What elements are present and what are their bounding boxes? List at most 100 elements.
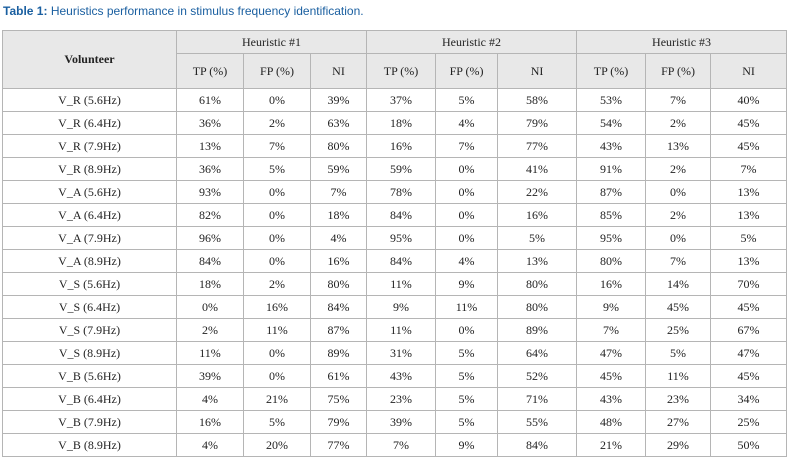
cell: 11% [435,295,499,319]
volunteer-cell: V_R (7.9Hz) [2,134,177,158]
cell: 0% [435,180,499,204]
cell: 13% [645,134,712,158]
cell: 48% [576,410,647,434]
table-body: V_R (5.6Hz) 61% 0% 39% 37% 5% 58% 53% 7% 40% V_R (… [2,88,788,457]
volunteer-cell: V_A (7.9Hz) [2,226,177,250]
cell: 45% [710,134,788,158]
cell: 0% [243,341,311,365]
table-row: V_S (7.9Hz) 2% 11% 87% 11% 0% 89% 7% 25% 67% [2,318,788,342]
cell: 58% [497,88,578,112]
cell: 0% [243,364,311,388]
cell: 7% [576,318,647,342]
cell: 20% [243,433,311,457]
cell: 45% [576,364,647,388]
cell: 89% [497,318,578,342]
volunteer-cell: V_B (8.9Hz) [2,433,177,457]
cell: 52% [497,364,578,388]
cell: 84% [366,249,437,273]
table-row: V_R (6.4Hz) 36% 2% 63% 18% 4% 79% 54% 2% 45% [2,111,788,135]
cell: 95% [576,226,647,250]
cell: 7% [243,134,311,158]
subheader: FP (%) [645,53,712,89]
cell: 9% [576,295,647,319]
volunteer-cell: V_S (7.9Hz) [2,318,177,342]
cell: 85% [576,203,647,227]
cell: 70% [710,272,788,296]
cell: 29% [645,433,712,457]
cell: 11% [176,341,244,365]
table-row: V_A (7.9Hz) 96% 0% 4% 95% 0% 5% 95% 0% 5% [2,226,788,250]
cell: 36% [176,111,244,135]
cell: 89% [309,341,368,365]
cell: 9% [366,295,437,319]
cell: 31% [366,341,437,365]
cell: 11% [243,318,311,342]
caption: Table 1: Heuristics performance in stimu… [3,4,364,18]
cell: 43% [576,387,647,411]
table-row: V_S (8.9Hz) 11% 0% 89% 31% 5% 64% 47% 5% 47% [2,341,788,365]
volunteer-cell: V_R (8.9Hz) [2,157,177,181]
volunteer-cell: V_R (5.6Hz) [2,88,177,112]
cell: 64% [497,341,578,365]
cell: 0% [243,88,311,112]
cell: 0% [243,180,311,204]
cell: 75% [309,387,368,411]
cell: 11% [645,364,712,388]
cell: 2% [645,203,712,227]
cell: 7% [309,180,368,204]
cell: 4% [176,433,244,457]
cell: 54% [576,111,647,135]
cell: 5% [435,364,499,388]
cell: 84% [176,249,244,273]
volunteer-cell: V_B (5.6Hz) [2,364,177,388]
cell: 79% [309,410,368,434]
cell: 0% [645,180,712,204]
cell: 41% [497,157,578,181]
cell: 43% [576,134,647,158]
header-row: Volunteer Heuristic #1 Heuristic #2 Heurist… [2,30,788,89]
cell: 4% [176,387,244,411]
volunteer-cell: V_S (8.9Hz) [2,341,177,365]
cell: 13% [176,134,244,158]
cell: 2% [645,157,712,181]
volunteer-header: Volunteer [2,30,177,89]
cell: 5% [710,226,788,250]
cell: 39% [309,88,368,112]
cell: 45% [710,111,788,135]
cell: 0% [176,295,244,319]
cell: 80% [309,134,368,158]
cell: 7% [645,249,712,273]
subheader: FP (%) [243,53,311,89]
cell: 87% [576,180,647,204]
volunteer-cell: V_A (5.6Hz) [2,180,177,204]
cell: 2% [645,111,712,135]
cell: 59% [366,157,437,181]
table-head: Volunteer Heuristic #1 Heuristic #2 Heurist… [2,30,788,89]
cell: 91% [576,157,647,181]
cell: 84% [497,433,578,457]
cell: 61% [176,88,244,112]
cell: 5% [497,226,578,250]
cell: 59% [309,157,368,181]
cell: 0% [435,226,499,250]
cell: 0% [435,203,499,227]
cell: 96% [176,226,244,250]
cell: 21% [576,433,647,457]
cell: 5% [435,341,499,365]
caption-label: Table 1: [3,4,48,18]
cell: 40% [710,88,788,112]
cell: 45% [645,295,712,319]
cell: 4% [435,249,499,273]
volunteer-cell: V_R (6.4Hz) [2,111,177,135]
cell: 67% [710,318,788,342]
table: Volunteer Heuristic #1 Heuristic #2 Heurist… [2,30,788,457]
cell: 47% [576,341,647,365]
cell: 80% [497,295,578,319]
cell: 7% [645,88,712,112]
cell: 0% [243,203,311,227]
cell: 95% [366,226,437,250]
cell: 5% [243,157,311,181]
cell: 7% [366,433,437,457]
table-row: V_S (5.6Hz) 18% 2% 80% 11% 9% 80% 16% 14% 70% [2,272,788,296]
cell: 27% [645,410,712,434]
